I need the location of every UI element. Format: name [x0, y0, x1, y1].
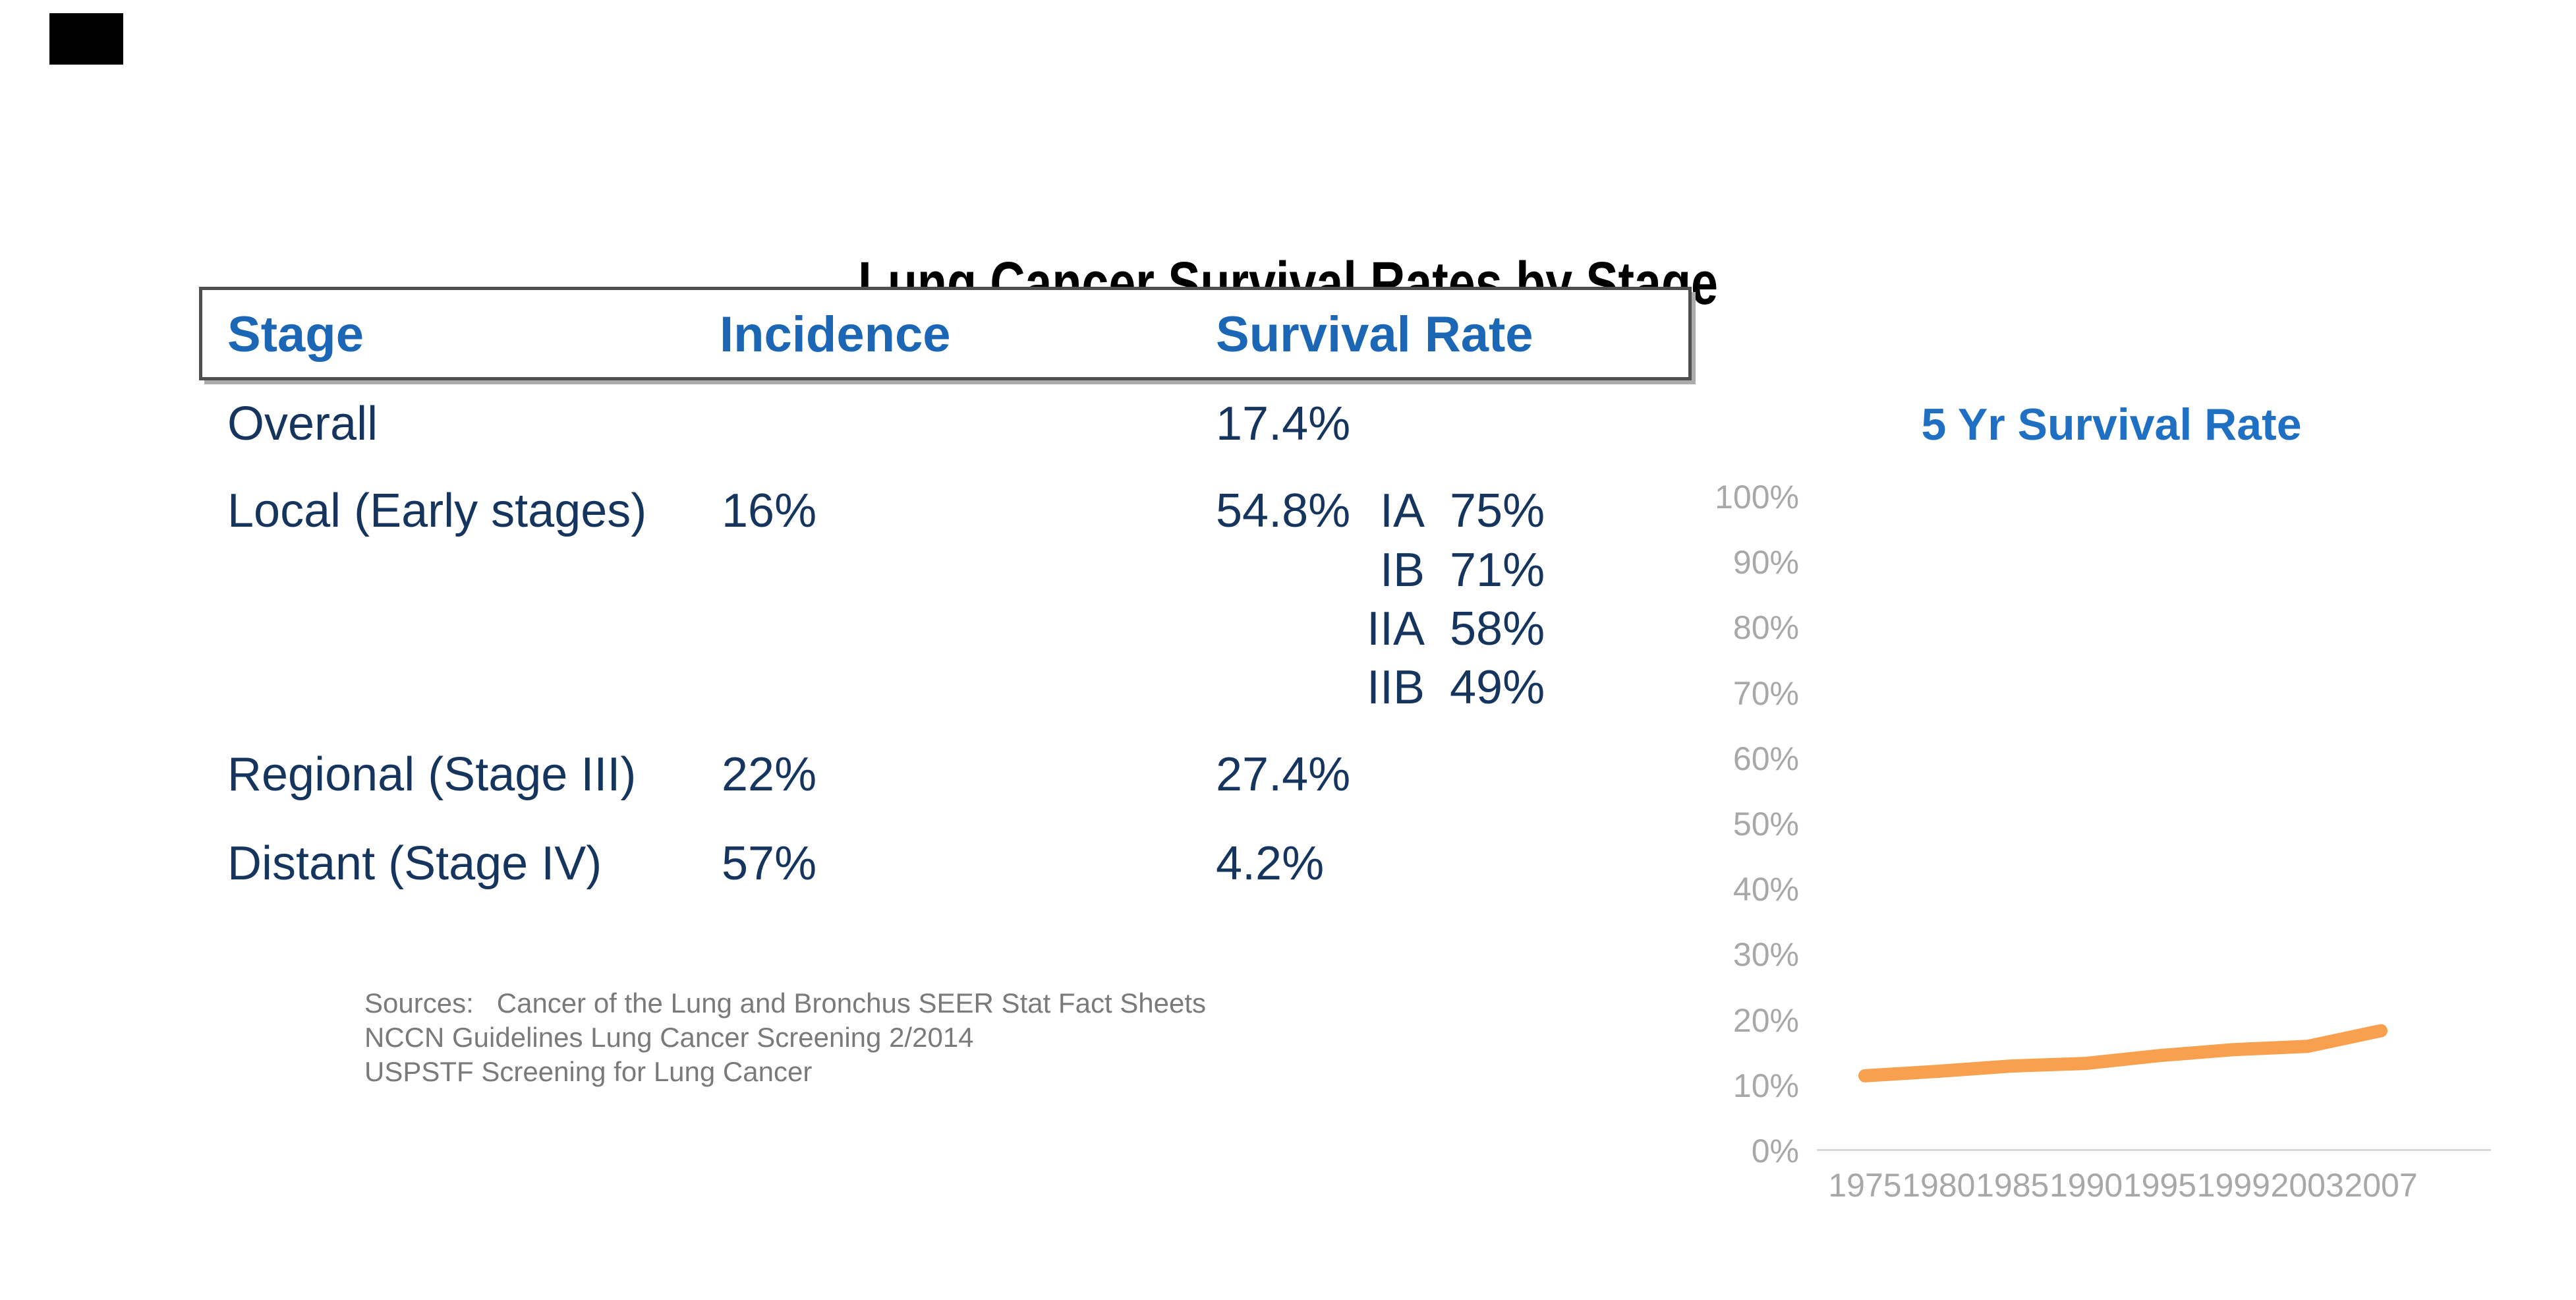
- y-axis-tick-label: 90%: [1732, 544, 1799, 581]
- survival-value: 17.4%: [1216, 398, 1351, 450]
- incidence-value: 22%: [722, 748, 817, 801]
- y-axis-tick-label: 10%: [1732, 1067, 1799, 1104]
- incidence-value: 57%: [722, 837, 817, 890]
- substage-label: IIB: [1366, 661, 1425, 714]
- stage-label: Regional (Stage III): [227, 748, 637, 801]
- incidence-value: 16%: [722, 485, 817, 537]
- substage-row-iia: IIA 58%: [0, 603, 1713, 655]
- y-axis-tick-label: 80%: [1732, 609, 1799, 647]
- table-row-overall: Overall 17.4%: [0, 398, 1713, 450]
- table-row-regional: Regional (Stage III) 22% 27.4%: [0, 748, 1713, 801]
- column-header-survival: Survival Rate: [1216, 307, 1533, 363]
- y-axis-tick-label: 50%: [1732, 806, 1799, 842]
- chart-title: 5 Yr Survival Rate: [1921, 399, 2302, 450]
- column-header-incidence: Incidence: [720, 307, 951, 363]
- substage-label: IA: [1379, 485, 1425, 537]
- source-line: NCCN Guidelines Lung Cancer Screening 2/…: [364, 1022, 974, 1053]
- substage-label: IIA: [1366, 603, 1425, 655]
- substage-row-ia: IA 75%: [0, 485, 1713, 537]
- y-axis-tick-label: 100%: [1715, 479, 1799, 516]
- substage-row-ib: IB 71%: [0, 544, 1713, 597]
- x-axis-line: [1817, 1149, 2491, 1151]
- y-axis-tick-label: 70%: [1732, 674, 1799, 712]
- survival-value: 4.2%: [1216, 837, 1325, 890]
- column-header-stage: Stage: [227, 307, 364, 363]
- survival-rate-line-chart: [1858, 1024, 2388, 1082]
- y-axis-tick-label: 60%: [1732, 740, 1799, 777]
- survival-value: 54.8%: [1216, 485, 1351, 537]
- substage-value: 75%: [1450, 485, 1545, 537]
- stage-label: Local (Early stages): [227, 485, 647, 537]
- x-axis-tick-label: 2003: [2270, 1167, 2344, 1204]
- trend-line: [1858, 1024, 2388, 1082]
- sources-note: Sources: Cancer of the Lung and Bronchus…: [364, 986, 1206, 1089]
- x-axis-tick-label: 1980: [1902, 1167, 1976, 1204]
- substage-value: 49%: [1450, 661, 1545, 714]
- substage-value: 71%: [1450, 544, 1545, 597]
- y-axis-tick-label: 0%: [1751, 1133, 1799, 1169]
- x-axis-tick-label: 1975: [1828, 1167, 1902, 1204]
- black-mark: [49, 13, 123, 65]
- y-axis-tick-label: 30%: [1732, 936, 1799, 974]
- x-axis-tick-label: 1985: [1976, 1167, 2049, 1204]
- survival-value: 27.4%: [1216, 748, 1351, 801]
- x-axis-tick-label: 2007: [2344, 1167, 2418, 1204]
- y-axis-tick-label: 40%: [1732, 871, 1799, 908]
- table-row-distant: Distant (Stage IV) 57% 4.2%: [0, 837, 1713, 890]
- source-line: Sources: Cancer of the Lung and Bronchus…: [364, 988, 1207, 1019]
- substage-label: IB: [1379, 544, 1425, 597]
- x-axis-tick-label: 1995: [2123, 1167, 2197, 1204]
- x-axis-tick-label: 1999: [2196, 1167, 2270, 1204]
- source-line: USPSTF Screening for Lung Cancer: [364, 1056, 813, 1087]
- stage-label: Distant (Stage IV): [227, 837, 602, 890]
- y-axis-tick-label: 20%: [1732, 1001, 1799, 1039]
- table-header-box: [199, 287, 1692, 380]
- stage-label: Overall: [227, 398, 378, 450]
- substage-value: 58%: [1450, 603, 1545, 655]
- x-axis-tick-label: 1990: [2049, 1167, 2123, 1204]
- substage-row-iib: IIB 49%: [0, 661, 1713, 714]
- table-row-local: Local (Early stages) 16% 54.8%: [0, 485, 1713, 537]
